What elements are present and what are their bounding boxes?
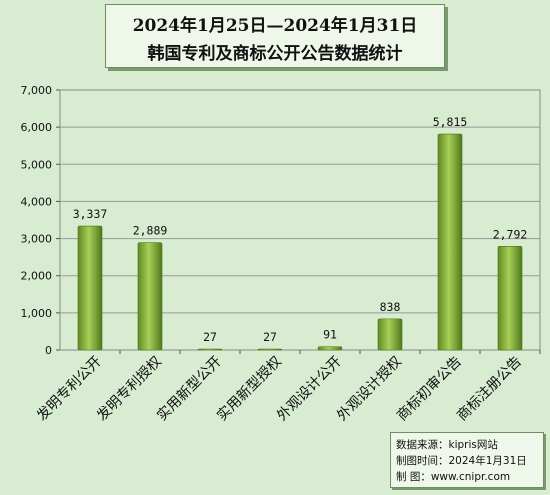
bar (77, 225, 103, 351)
bars (77, 133, 523, 351)
data-source-text: 数据来源：kipris网站 (396, 439, 498, 451)
chart-subtitle: 韩国专利及商标公开公告数据统计 (147, 44, 403, 64)
data-label: 838 (380, 300, 401, 314)
x-axis: 发明专利公开发明专利授权实用新型公开实用新型授权外观设计公开外观设计授权商标初审… (34, 350, 541, 425)
data-label: 2,792 (493, 227, 528, 241)
plot-area (59, 89, 541, 351)
chart-title: 2024年1月25日—2024年1月31日 (132, 16, 418, 36)
chart-title-box: 2024年1月25日—2024年1月31日 韩国专利及商标公开公告数据统计 (105, 4, 445, 68)
source-box: 数据来源：kipris网站 制图时间：2024年1月31日 制 图：www.cn… (390, 432, 544, 488)
bar (137, 242, 163, 351)
data-label: 3,337 (73, 207, 108, 221)
x-tick-label: 商标注册公告 (454, 354, 525, 425)
y-tick-label: 7,000 (21, 84, 53, 97)
bar (377, 318, 403, 351)
bar (497, 245, 523, 351)
data-label: 2,889 (133, 224, 168, 238)
y-tick-label: 6,000 (21, 121, 53, 134)
bar (257, 348, 283, 351)
y-tick-label: 1,000 (21, 307, 53, 320)
bar (197, 348, 223, 351)
y-tick-label: 4,000 (21, 195, 53, 208)
data-label: 5,815 (433, 115, 468, 129)
y-tick-label: 5,000 (21, 158, 53, 171)
data-labels: 3,337 2,889 27 27 91 838 5,815 2,792 (73, 115, 528, 344)
bar (437, 133, 463, 351)
data-label: 91 (323, 328, 337, 342)
y-tick-label: 3,000 (21, 233, 53, 246)
y-tick-label: 0 (45, 344, 52, 357)
y-axis: 0 1,000 2,000 3,000 4,000 5,000 6,000 7,000 (21, 84, 60, 357)
bar (317, 346, 343, 351)
data-label: 27 (263, 330, 277, 344)
made-by-text: 制 图：www.cnipr.com (396, 471, 511, 483)
made-time-text: 制图时间：2024年1月31日 (396, 455, 527, 467)
y-tick-label: 2,000 (21, 270, 53, 283)
data-label: 27 (203, 330, 217, 344)
